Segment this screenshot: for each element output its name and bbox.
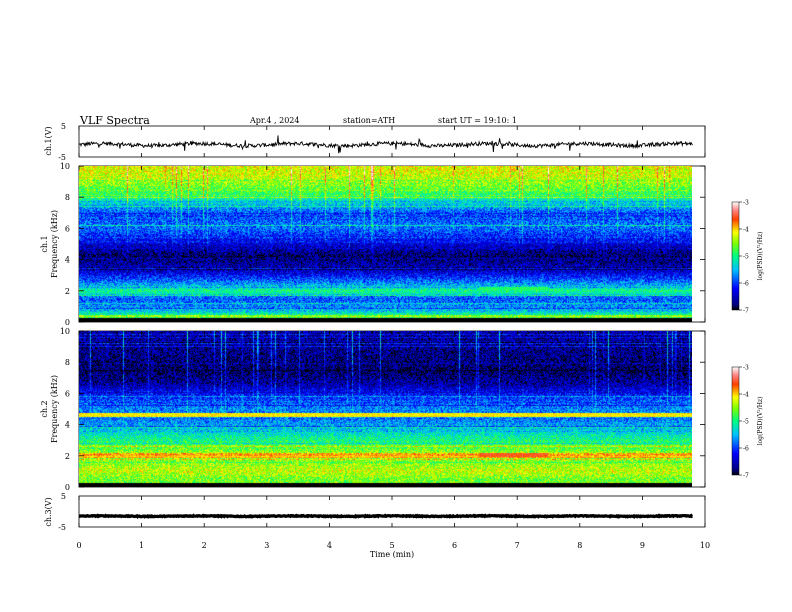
freq-tick-label: 4 — [65, 421, 70, 430]
ch3-waveform-frame — [78, 495, 706, 528]
time-tick-label: 0 — [76, 541, 81, 550]
colorbar-tick-label: -6 — [743, 446, 749, 453]
ch1-ytick-top: 5 — [61, 122, 66, 131]
time-axis-label: Time (min) — [370, 550, 414, 559]
station-label: station=ATH — [343, 116, 395, 125]
colorbar-tick-label: -5 — [743, 254, 749, 261]
colorbar-tick-label: -4 — [743, 392, 749, 399]
colorbar-tick-label: -3 — [743, 365, 749, 372]
time-tick-label: 8 — [577, 541, 582, 550]
time-tick-label: 7 — [515, 541, 520, 550]
ch2-colorbar — [731, 366, 740, 476]
time-tick-label: 1 — [139, 541, 144, 550]
date-label: Apr.4 , 2024 — [249, 116, 299, 125]
time-tick-label: 9 — [640, 541, 645, 550]
colorbar-tick-label: -7 — [743, 308, 749, 315]
ch3-ytick-bottom: -5 — [58, 523, 66, 532]
ch1-spectrogram-ylabel-channel: ch.1 — [40, 235, 49, 252]
colorbar-tick-label: -3 — [743, 200, 749, 207]
figure-title: VLF Spectra — [79, 114, 150, 127]
ch2-spectrogram-image — [79, 331, 692, 487]
freq-tick-label: 0 — [65, 483, 70, 492]
ch2-spectrogram-ylabel: Frequency (kHz) — [50, 375, 59, 443]
ch1-spectrogram-ylabel: Frequency (kHz) — [50, 210, 59, 278]
ch1-waveform-line — [78, 135, 693, 154]
ch2-spectrogram-yaxis: 0 2 4 6 8 10 — [60, 327, 705, 492]
ch1-spectrogram-yaxis: 0 2 4 6 8 10 — [60, 162, 705, 327]
ch1-waveform-panel: 5 -5 ch.1(V) — [44, 122, 706, 162]
ch1-colorbar — [731, 201, 740, 311]
freq-tick-label: 4 — [65, 256, 70, 265]
freq-tick-label: 2 — [65, 287, 70, 296]
ch1-waveform-ylabel: ch.1(V) — [44, 126, 53, 155]
time-axis: 0 1 2 3 4 5 6 7 8 9 10 — [76, 126, 710, 550]
start-time-label: start UT = 19:10: 1 — [438, 116, 517, 125]
freq-tick-label: 6 — [65, 224, 70, 233]
ch1-waveform-frame — [78, 125, 706, 158]
colorbar-tick-label: -4 — [743, 227, 749, 234]
ch1-colorbar-label: log(PSD)(V²/Hz) — [757, 232, 764, 281]
freq-tick-label: 8 — [65, 358, 70, 367]
ch1-ytick-bottom: -5 — [58, 153, 66, 162]
freq-tick-label: 6 — [65, 389, 70, 398]
ch1-colorbar-ticks: -3 -4 -5 -6 -7 — [739, 200, 749, 315]
ch3-waveform-panel: 5 -5 ch.3(V) — [44, 492, 706, 532]
ch3-waveform-ylabel: ch.3(V) — [44, 497, 53, 526]
ch3-waveform-line — [78, 513, 694, 519]
ch3-ytick-top: 5 — [61, 492, 66, 501]
time-tick-label: 6 — [452, 541, 457, 550]
time-tick-label: 2 — [202, 541, 207, 550]
colorbar-tick-label: -5 — [743, 419, 749, 426]
freq-tick-label: 10 — [60, 327, 70, 336]
freq-tick-label: 8 — [65, 193, 70, 202]
time-tick-label: 5 — [389, 541, 394, 550]
freq-tick-label: 0 — [65, 318, 70, 327]
time-tick-label: 10 — [700, 541, 710, 550]
colorbar-tick-label: -6 — [743, 281, 749, 288]
ch2-colorbar-label: log(PSD)(V²/Hz) — [757, 397, 764, 446]
freq-tick-label: 10 — [60, 162, 70, 171]
time-tick-label: 3 — [264, 541, 269, 550]
time-tick-label: 4 — [327, 541, 332, 550]
ch2-colorbar-ticks: -3 -4 -5 -6 -7 — [739, 365, 749, 480]
colorbar-tick-label: -7 — [743, 473, 749, 480]
ch2-spectrogram-ylabel-channel: ch.2 — [40, 400, 49, 417]
ch1-spectrogram-image — [79, 166, 692, 322]
freq-tick-label: 2 — [65, 452, 70, 461]
